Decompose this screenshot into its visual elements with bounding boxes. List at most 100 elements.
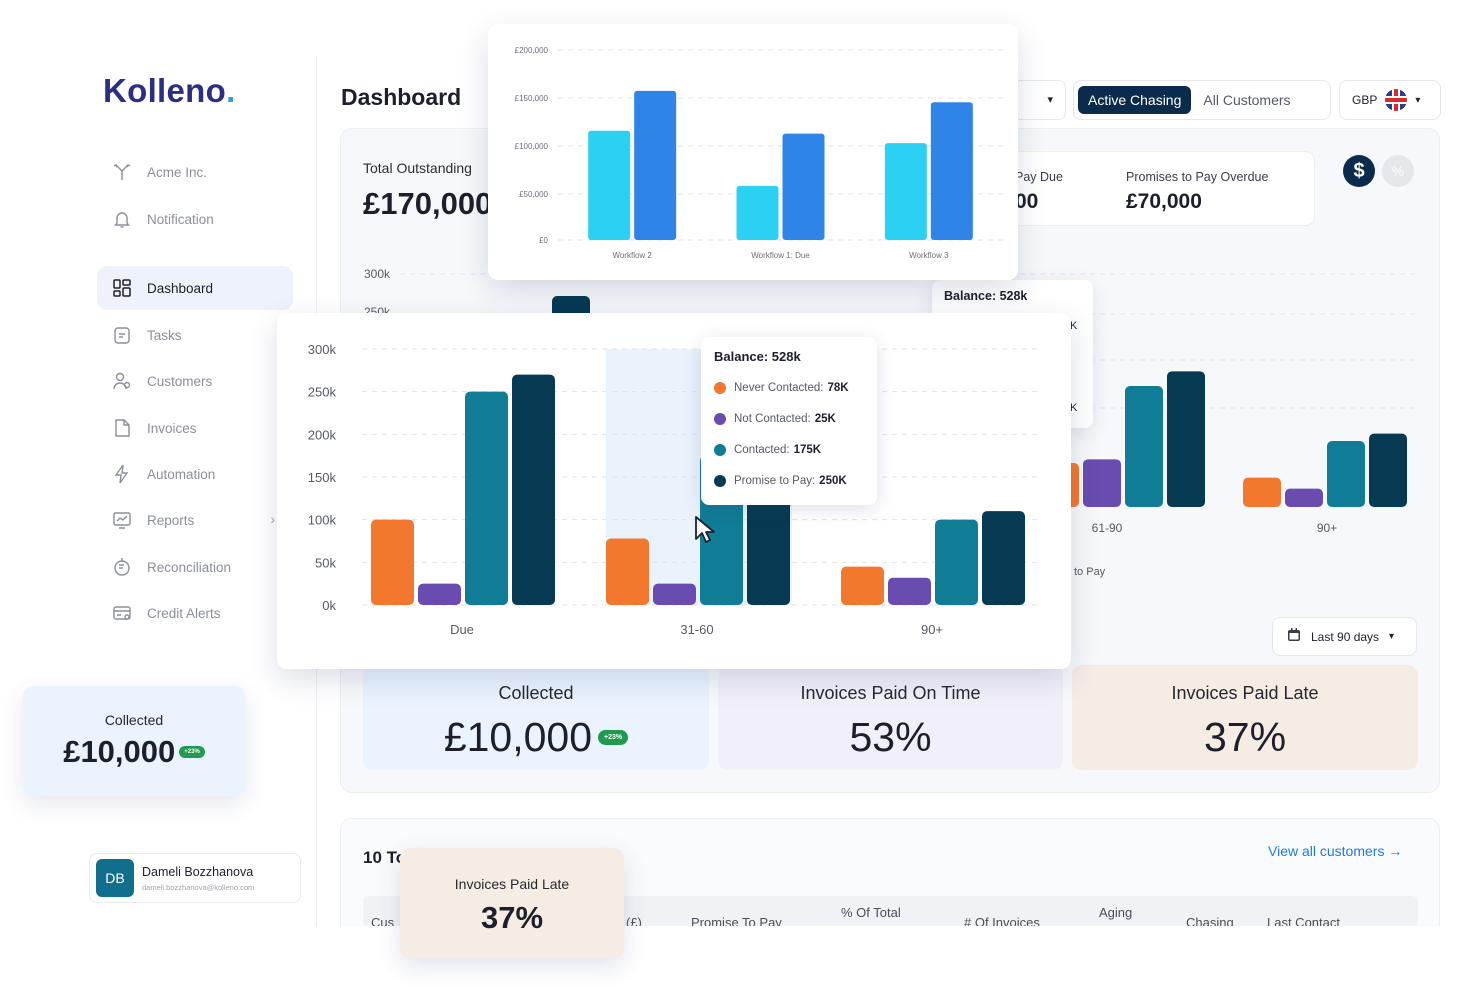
tasks-icon xyxy=(111,324,133,346)
sidebar-item-label: Dashboard xyxy=(147,280,214,296)
sidebar-item-label: Tasks xyxy=(147,327,182,343)
y-tick-label: £50,000 xyxy=(519,190,548,199)
aging-bar-chart: 300k 250k 200k 150k 100k 50k 0k Due 31-60 90+ xyxy=(308,342,1042,637)
grid-icon xyxy=(111,277,133,299)
sidebar-item-credit-alerts[interactable]: Credit Alerts xyxy=(97,591,293,635)
legend-fragment: to Pay xyxy=(1074,566,1106,578)
bar xyxy=(606,538,649,605)
bar xyxy=(1125,386,1163,507)
sidebar-item-label: Invoices xyxy=(147,420,197,436)
metric-label: Invoices Paid Late xyxy=(454,876,570,892)
x-tick-label: Workflow 1: Due xyxy=(751,251,810,260)
column-header[interactable]: % Of Total xyxy=(841,905,901,920)
paid-late-float-card: Invoices Paid Late 37% xyxy=(400,848,624,958)
x-tick-label: 90+ xyxy=(1317,521,1337,535)
invoice-icon xyxy=(111,417,133,439)
bar xyxy=(888,577,931,605)
view-all-customers-link[interactable]: View all customers → xyxy=(1268,843,1403,859)
metric-label: Invoices Paid On Time xyxy=(800,683,981,703)
sidebar-item-automation[interactable]: Automation xyxy=(97,452,293,496)
metric-label: Invoices Paid Late xyxy=(1171,683,1319,703)
sidebar-item-notification[interactable]: Notification xyxy=(97,197,293,241)
bar xyxy=(930,102,973,240)
workflow-bar-chart: £200,000 £150,000 £100,000 £50,000 £0 Workflo… xyxy=(515,46,1003,260)
currency-code: GBP xyxy=(1352,93,1378,107)
filter-select[interactable]: ▾ xyxy=(1010,80,1066,120)
chevron-right-icon[interactable]: › xyxy=(270,511,275,527)
kpi-label: Promises to Pay Overdue xyxy=(1126,170,1269,184)
sidebar-item-label: Automation xyxy=(147,466,216,482)
y-tick-label: 150k xyxy=(308,470,337,485)
metric-paid-on-time: Invoices Paid On Time 53% xyxy=(718,665,1063,770)
kolleno-logo[interactable]: Kolleno. xyxy=(103,72,236,109)
user-email: dameli.bozzhanova@kolleno.com xyxy=(142,882,255,892)
bar xyxy=(1243,477,1281,507)
column-header[interactable]: Aging xyxy=(1099,905,1133,920)
growth-badge: +23% xyxy=(598,730,629,745)
sidebar-item-reconciliation[interactable]: Reconciliation xyxy=(97,545,293,589)
metric-paid-late: Invoices Paid Late 37% xyxy=(1072,665,1418,770)
x-tick-label: Workflow 3 xyxy=(909,251,949,260)
tooltip-fragment: K xyxy=(1070,320,1078,332)
x-tick-label: 61-90 xyxy=(1092,521,1123,535)
bar xyxy=(634,90,677,240)
legend-dot xyxy=(714,443,726,456)
mouse-cursor-icon xyxy=(695,516,715,543)
caret-down-icon: ▾ xyxy=(1047,94,1053,106)
caret-down-icon: ▾ xyxy=(1415,94,1421,106)
workflow-chart-card: £200,000 £150,000 £100,000 £50,000 £0 Workflo… xyxy=(488,24,1018,280)
sidebar-item-tasks[interactable]: Tasks xyxy=(97,313,293,357)
metric-collected: Collected £10,000 +23% xyxy=(363,665,709,770)
y-tick-label: 300k xyxy=(364,267,391,281)
top-customers-title: 10 To xyxy=(363,848,407,867)
x-tick-label: Workflow 2 xyxy=(612,251,652,260)
bar xyxy=(1167,371,1205,507)
sidebar-item-reports[interactable]: Reports › xyxy=(97,498,293,542)
bar xyxy=(841,566,884,605)
balance-tooltip: Balance: 528k Never Contacted: 78K Not Co… xyxy=(701,337,877,505)
bar xyxy=(1285,488,1323,507)
sidebar-item-customers[interactable]: Customers xyxy=(97,359,293,403)
chasing-toggle[interactable]: Active Chasing All Customers xyxy=(1073,80,1331,120)
tooltip-fragment: K xyxy=(1070,402,1078,414)
date-range-label: Last 90 days xyxy=(1311,629,1380,644)
percent-view-button[interactable]: % xyxy=(1382,155,1414,187)
bar xyxy=(982,511,1025,605)
active-chasing-tab[interactable]: Active Chasing xyxy=(1078,86,1192,114)
currency-select[interactable]: GBP ▾ xyxy=(1339,80,1441,120)
aging-chart-card: 300k 250k 200k 150k 100k 50k 0k Due 31-60 90+ xyxy=(277,313,1071,669)
sidebar-item-label: Customers xyxy=(147,373,213,389)
tooltip-title: Balance: 528k xyxy=(944,289,1028,303)
x-tick-label: 90+ xyxy=(921,622,943,637)
bar xyxy=(884,143,927,240)
metric-value: £10,000 +23% xyxy=(444,714,629,761)
kpi-label: Total Outstanding xyxy=(363,160,472,176)
kpi-total-outstanding: Total Outstanding £170,000 xyxy=(363,160,492,222)
y-tick-label: 200k xyxy=(308,427,337,442)
sidebar-item-dashboard[interactable]: Dashboard xyxy=(97,266,293,310)
collected-label: Collected xyxy=(104,712,164,728)
bar xyxy=(512,374,555,605)
y-tick-label: 300k xyxy=(308,342,337,357)
all-customers-tab[interactable]: All Customers xyxy=(1203,92,1291,108)
bar xyxy=(782,133,825,240)
legend-dot xyxy=(714,381,726,394)
avatar: DB xyxy=(96,859,134,897)
y-tick-label: 50k xyxy=(315,555,336,570)
calendar-icon xyxy=(1287,628,1301,645)
bar xyxy=(465,391,508,605)
page-title: Dashboard xyxy=(341,84,462,110)
bar xyxy=(371,519,414,605)
user-profile-card[interactable]: DB Dameli Bozzhanova dameli.bozzhanova@k… xyxy=(89,853,301,903)
sidebar-item-label: Reconciliation xyxy=(147,559,232,575)
bar xyxy=(653,583,696,605)
kpi-value: 00 xyxy=(1015,190,1039,213)
growth-badge: +23% xyxy=(179,746,205,758)
date-range-select[interactable]: Last 90 days ▾ xyxy=(1272,617,1417,656)
metric-value: 53% xyxy=(849,714,932,760)
sidebar-item-acme[interactable]: Acme Inc. xyxy=(97,150,293,194)
sidebar-item-invoices[interactable]: Invoices xyxy=(97,406,293,450)
dollar-view-button[interactable]: $ xyxy=(1343,155,1375,187)
user-name: Dameli Bozzhanova xyxy=(142,864,254,879)
x-tick-label: Due xyxy=(450,622,474,637)
